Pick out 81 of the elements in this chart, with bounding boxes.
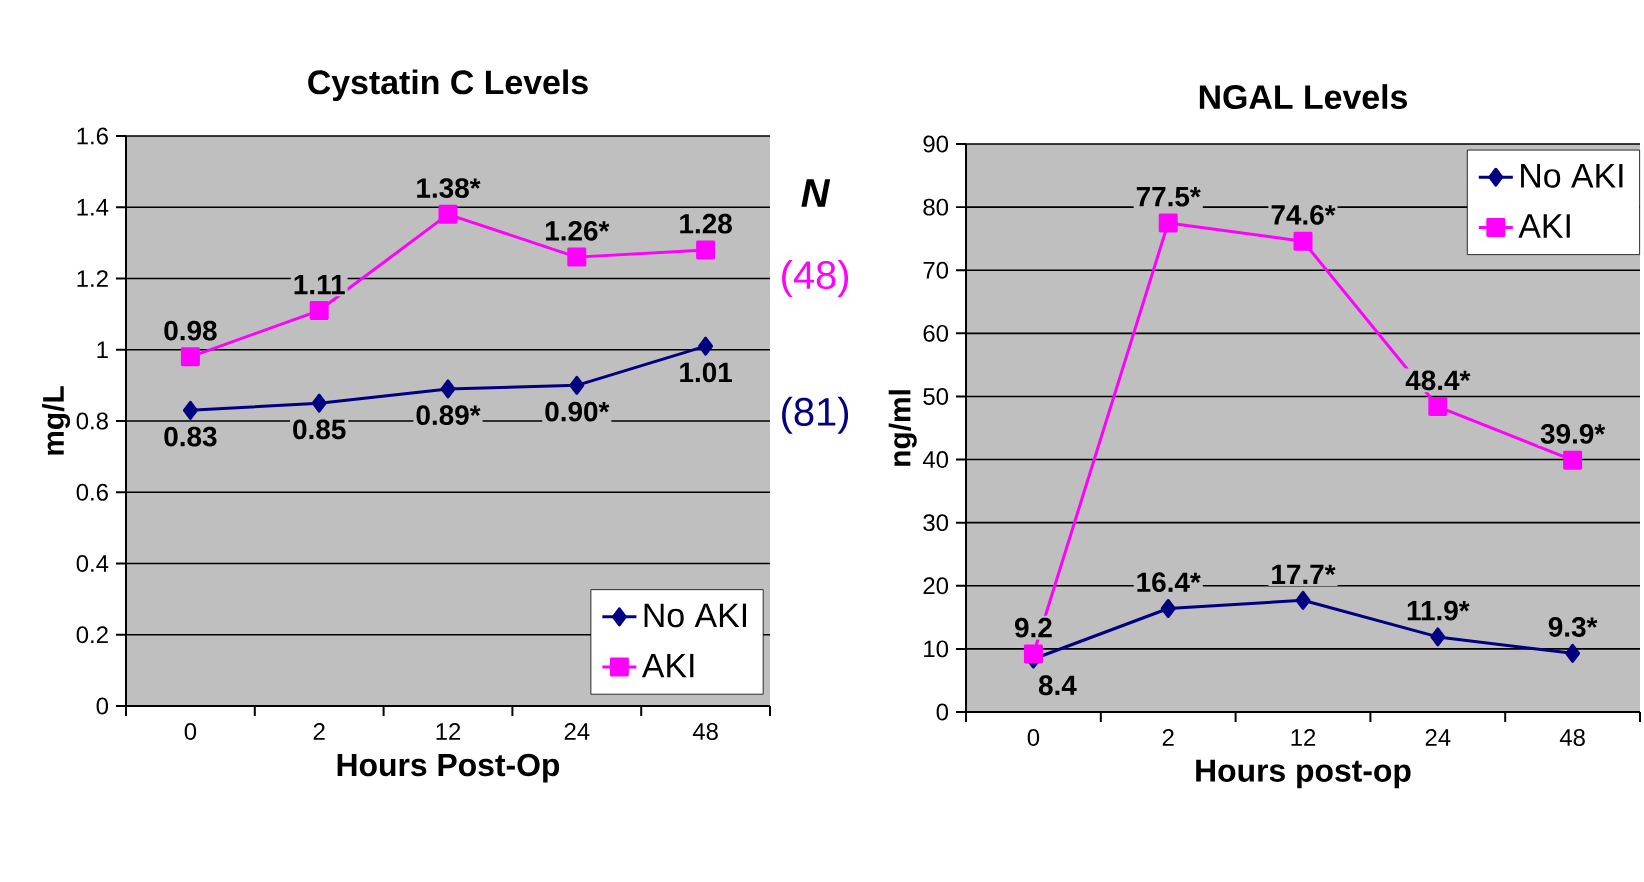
- chart-title: NGAL Levels: [1199, 84, 1407, 110]
- y-tick-label: 20: [923, 577, 949, 595]
- x-axis-title: Hours post-op: [1196, 759, 1411, 789]
- data-label: 0.90*: [545, 401, 610, 422]
- point: [1295, 590, 1311, 610]
- x-tick-label: 48: [692, 723, 718, 740]
- point: [309, 301, 329, 321]
- data-label: 9.3*: [1548, 617, 1598, 637]
- y-tick-label: 0.6: [76, 483, 108, 501]
- point: [1023, 644, 1043, 664]
- y-tick-label: 1.4: [77, 199, 109, 216]
- point: [1428, 397, 1448, 417]
- data-label: 0.83: [164, 426, 217, 447]
- y-tick-label: 90: [923, 135, 949, 153]
- x-tick-label: 0: [184, 723, 197, 740]
- data-label: 0.89*: [416, 405, 481, 426]
- legend-label: No AKI: [1521, 164, 1623, 188]
- y-tick-label: 1.6: [77, 127, 108, 145]
- y-tick-label: 30: [923, 514, 949, 532]
- legend-label: No AKI: [644, 603, 747, 628]
- y-tick-label: 1: [97, 341, 108, 358]
- point: [438, 204, 458, 224]
- y-tick-label: 0.8: [76, 412, 108, 430]
- y-tick-label: 0.2: [76, 626, 108, 644]
- y-tick-label: 0.4: [76, 555, 109, 572]
- x-tick-label: 24: [1425, 729, 1451, 746]
- x-tick-label: 12: [436, 723, 461, 740]
- x-tick-label: 24: [564, 723, 590, 740]
- point: [696, 240, 716, 260]
- data-label: 77.5*: [1136, 187, 1201, 207]
- data-label: 0.98: [164, 320, 217, 341]
- data-label: 16.4*: [1137, 572, 1201, 593]
- y-tick-label: 60: [923, 324, 949, 342]
- y-axis-title: ng/ml: [888, 390, 917, 466]
- legend-label: AKI: [641, 653, 694, 678]
- data-label: 17.7*: [1272, 564, 1336, 584]
- y-axis-title: mg/L: [42, 386, 71, 455]
- data-label: 11.9*: [1407, 600, 1470, 621]
- y-tick-label: 1.2: [77, 270, 108, 287]
- y-tick-label: 40: [922, 451, 949, 469]
- x-tick-label: 2: [1162, 729, 1174, 746]
- data-label: 39.9*: [1540, 423, 1606, 444]
- x-axis-title: Hours Post-Op: [337, 753, 560, 783]
- point: [1158, 213, 1178, 233]
- data-label: 1.28: [680, 213, 732, 234]
- data-label: 8.4: [1038, 675, 1077, 696]
- x-tick-label: 0: [1027, 729, 1040, 746]
- point: [698, 336, 714, 356]
- y-tick-label: 10: [924, 640, 949, 658]
- y-tick-label: 80: [923, 198, 949, 216]
- data-label: 48.4*: [1405, 370, 1471, 391]
- text: N: [801, 179, 831, 207]
- point: [1563, 450, 1583, 470]
- legend-label: AKI: [1518, 214, 1570, 238]
- chart-title: Cystatin C Levels: [308, 69, 588, 101]
- data-label: 1.26*: [545, 220, 610, 241]
- data-label: 1.11: [294, 274, 345, 295]
- point: [311, 393, 327, 413]
- point: [182, 400, 198, 420]
- x-tick-label: 48: [1559, 729, 1585, 746]
- data-label: 9.2: [1014, 617, 1052, 638]
- x-tick-label: 12: [1291, 729, 1316, 746]
- text: (81): [782, 396, 849, 434]
- y-tick-label: 50: [923, 388, 949, 405]
- x-tick-label: 2: [313, 723, 325, 740]
- point: [1160, 599, 1176, 618]
- text: (48): [782, 259, 849, 298]
- data-label: 1.38*: [417, 178, 481, 198]
- data-label: 0.85: [293, 419, 346, 440]
- y-tick-label: 70: [923, 261, 949, 279]
- point: [1430, 627, 1446, 647]
- y-tick-label: 0: [96, 697, 109, 715]
- point: [569, 375, 585, 395]
- point: [180, 347, 200, 367]
- point: [440, 379, 456, 399]
- point: [1565, 643, 1581, 663]
- point: [567, 247, 587, 267]
- data-label: 74.6*: [1271, 205, 1336, 225]
- point: [1293, 231, 1313, 251]
- y-tick-label: 0: [936, 703, 949, 721]
- data-label: 1.01: [680, 362, 732, 383]
